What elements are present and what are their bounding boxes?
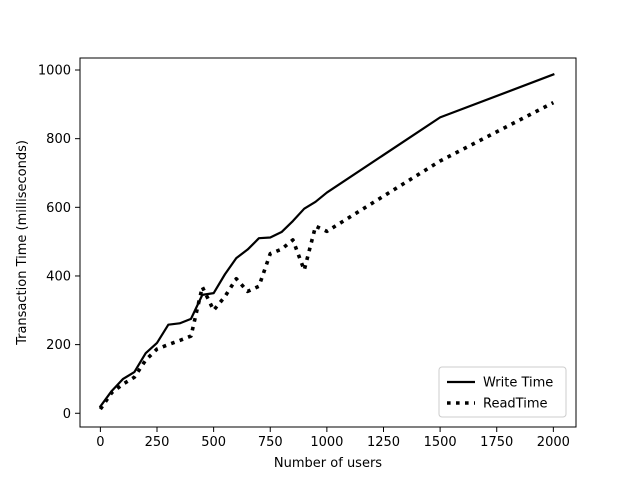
series-line-read-time [98,101,555,411]
x-tick-label: 750 [258,435,283,450]
legend-label-read-time: ReadTime [483,397,547,412]
series-line-write-time [98,73,555,408]
y-tick-label: 1000 [38,64,71,79]
x-tick-label: 1250 [367,435,400,450]
y-axis-label: Transaction Time (milliseconds) [15,140,30,346]
y-tick-label: 800 [46,132,71,147]
x-tick-label: 0 [96,435,104,450]
legend-box [438,366,567,418]
x-tick-label: 2000 [537,435,570,450]
x-tick-label: 250 [145,435,170,450]
axes: 0 250 500 750 1000 1250 1500 1750 2000 0 200 400 600… [38,57,577,450]
x-tick-label: 1500 [424,435,457,450]
x-tick-label: 500 [201,435,226,450]
legend: Write Time ReadTime [438,366,567,418]
x-tick-label: 1750 [480,435,513,450]
x-tick-label: 1000 [310,435,343,450]
plot-area [98,73,555,411]
y-tick-label: 200 [46,338,71,353]
y-tick-label: 600 [46,201,71,216]
y-tick-label: 400 [46,269,71,284]
axes-frame [79,57,577,428]
y-tick-label: 0 [63,407,71,422]
x-axis-label: Number of users [274,456,382,471]
legend-label-write-time: Write Time [483,376,553,391]
